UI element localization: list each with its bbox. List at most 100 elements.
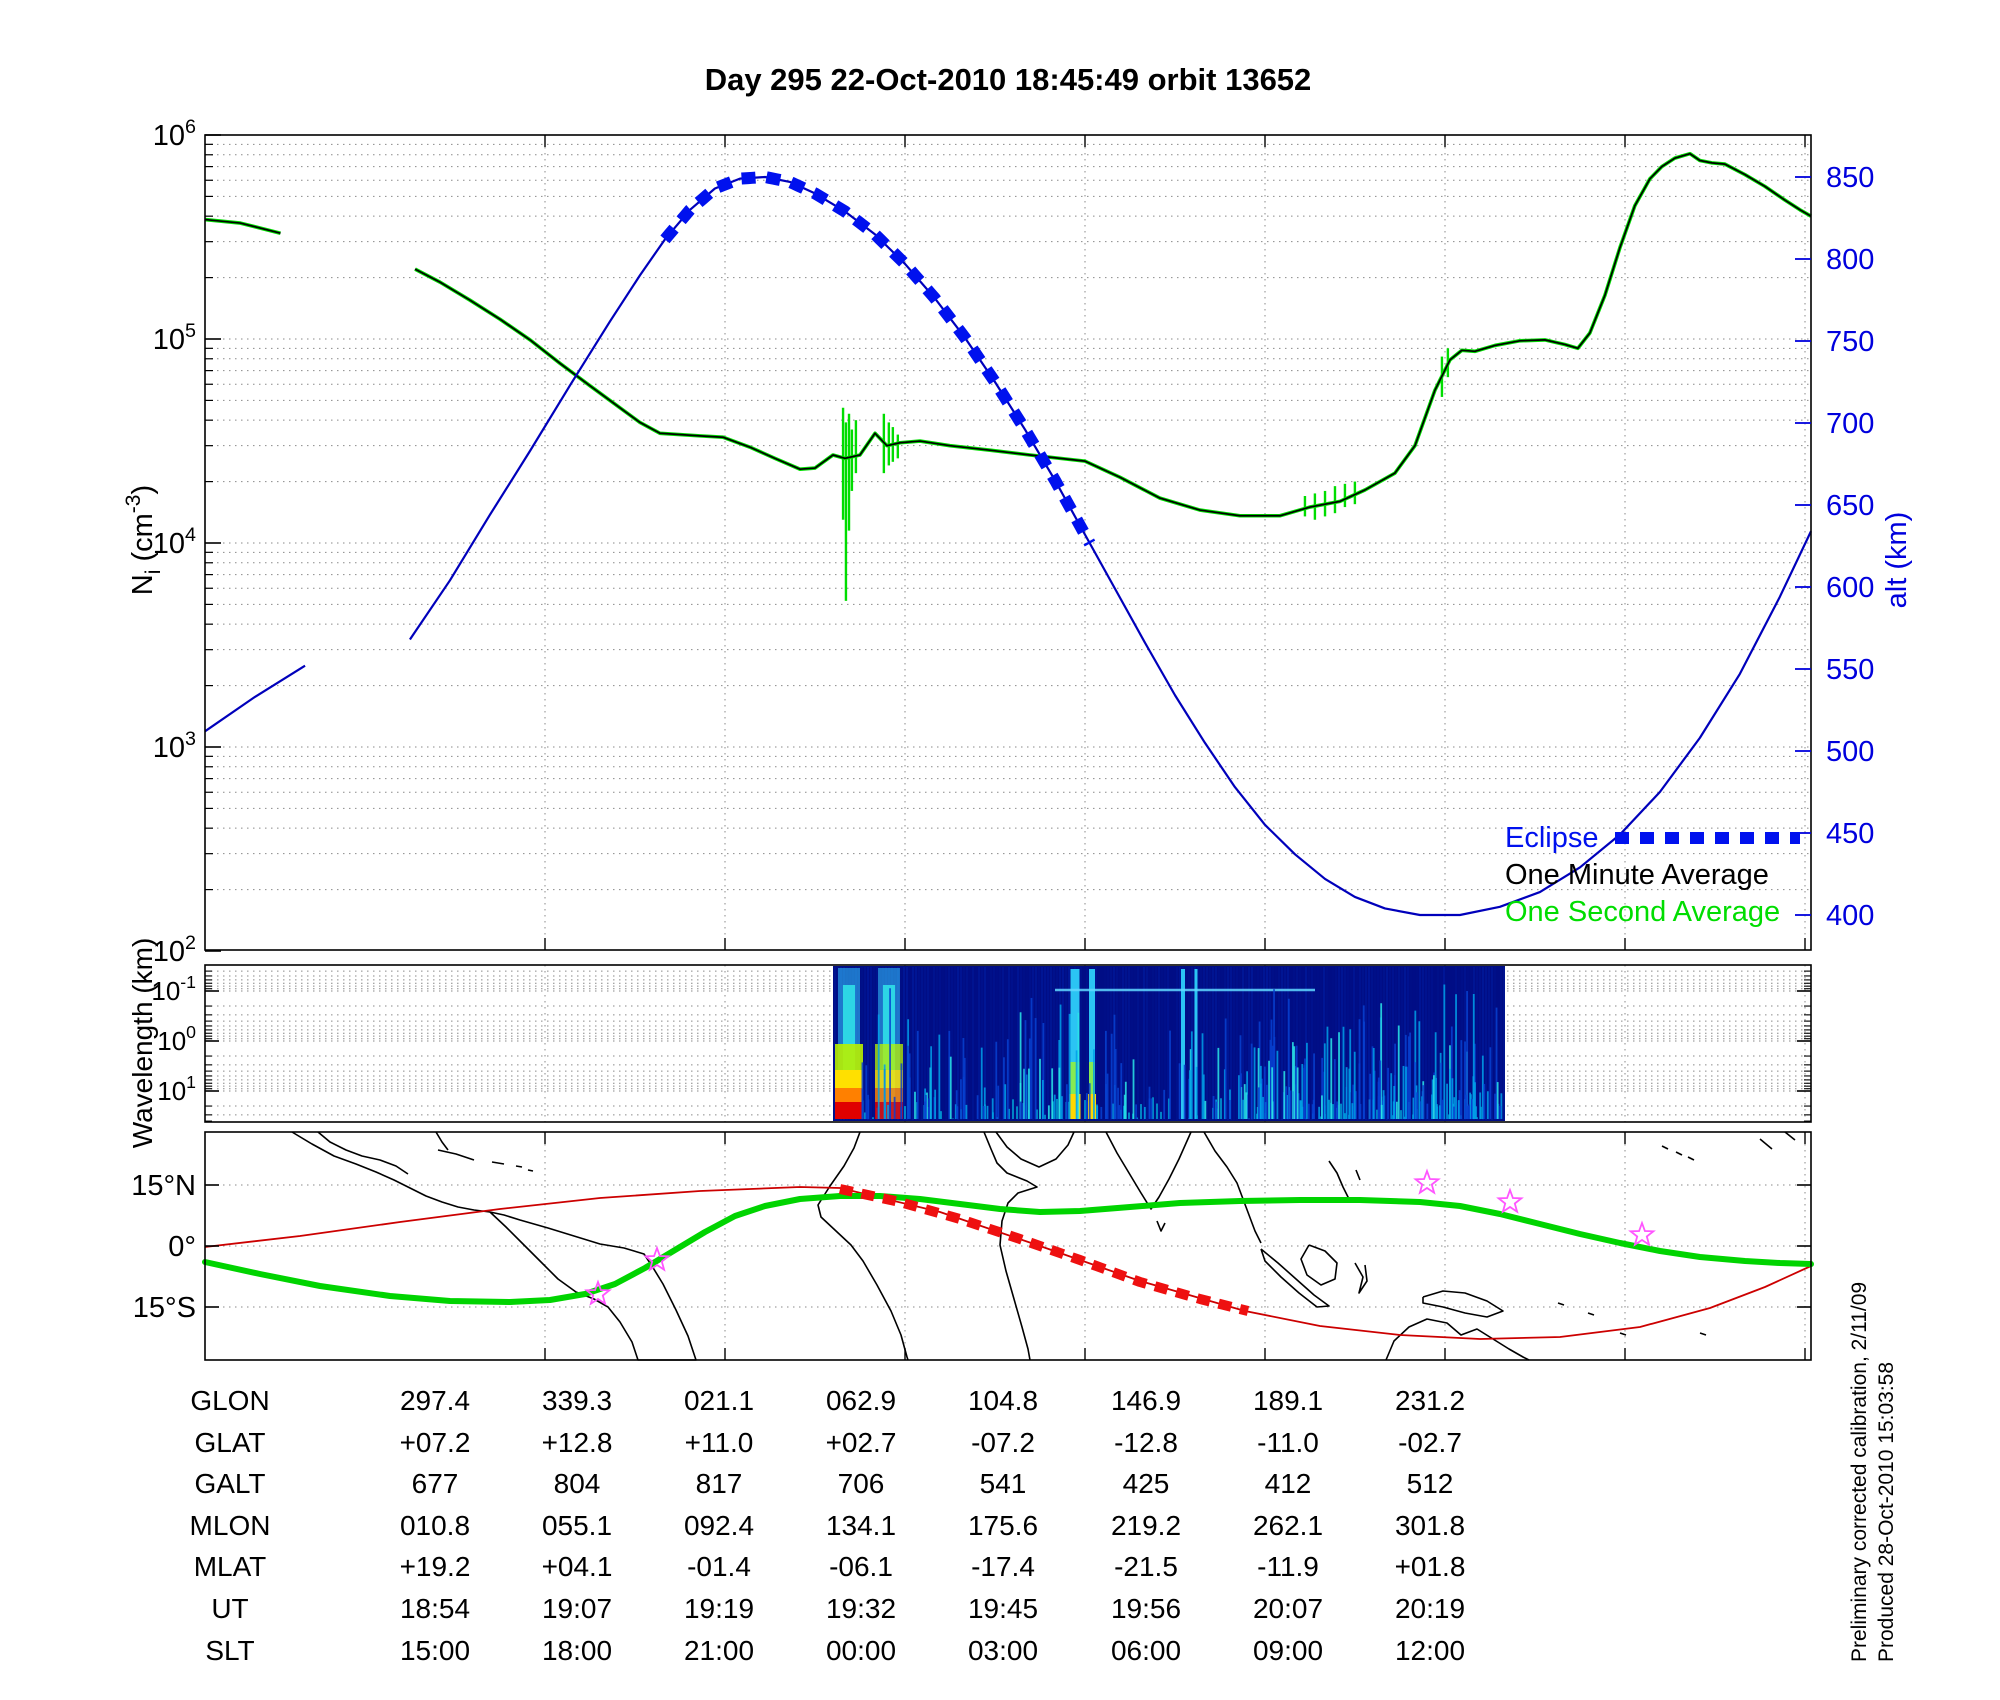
ni-tick-label: 103 [153,728,196,764]
legend: Eclipse One Minute Average One Second Av… [1505,822,1800,928]
table-cell: 19:56 [1111,1593,1181,1624]
table-cell: 339.3 [542,1385,612,1416]
table-cell: 06:00 [1111,1635,1181,1666]
table-cell: 677 [412,1468,459,1499]
one-minute-average-line [414,152,1812,517]
table-cell: -06.1 [829,1551,893,1582]
star-marker [643,1245,671,1272]
spectrogram-axis-ticks [205,970,1811,1122]
table-cell: 19:32 [826,1593,896,1624]
ni-tick-label: 105 [153,320,196,356]
wavelength-tick-label: 100 [157,1022,196,1056]
eclipse-ground-track-dashed [838,1184,1250,1316]
table-row-label: MLAT [194,1551,267,1582]
table-cell: +12.8 [542,1427,613,1458]
table-cell: 20:07 [1253,1593,1323,1624]
table-cell: +19.2 [400,1551,471,1582]
ni-tick-label: 104 [153,524,196,560]
plot-title: Day 295 22-Oct-2010 18:45:49 orbit 13652 [705,62,1312,97]
table-cell: 18:00 [542,1635,612,1666]
alt-tick-label: 500 [1826,736,1874,768]
table-cell: 03:00 [968,1635,1038,1666]
table-cell: -02.7 [1398,1427,1462,1458]
table-row-label: GLON [190,1385,269,1416]
density-gridlines [205,135,1811,950]
table-cell: -01.4 [687,1551,751,1582]
table-cell: 804 [554,1468,601,1499]
table-cell: 301.8 [1395,1510,1465,1541]
eclipse-dashed-arc [660,171,1096,547]
table-cell: 706 [838,1468,885,1499]
table-cell: -11.9 [1257,1551,1319,1582]
table-cell: 21:00 [684,1635,754,1666]
table-cell: +11.0 [685,1427,754,1458]
map-axis-ticks [205,1132,1811,1360]
table-cell: 19:19 [684,1593,754,1624]
density-axis-ticks [205,134,1811,952]
table-cell: 19:45 [968,1593,1038,1624]
wavelength-tick-label: 101 [157,1072,196,1106]
ni-tick-label: 102 [153,932,196,968]
table-row-galt: GALT 677 804 817 706 541 425 412 512 [194,1468,1453,1499]
coastlines [291,1131,1796,1361]
table-row-label: SLT [205,1635,254,1666]
table-cell: 092.4 [684,1510,754,1541]
spectrogram-heatmap [833,966,1505,1121]
table-cell: +02.7 [826,1427,897,1458]
table-cell: 104.8 [968,1385,1038,1416]
table-cell: 19:07 [542,1593,612,1624]
calibration-note: Preliminary corrected calibration, 2/11/… [1848,1282,1871,1662]
table-cell: -17.4 [971,1551,1035,1582]
alt-tick-label: 450 [1826,818,1874,850]
legend-one-second-label: One Second Average [1505,896,1780,928]
map-lat-tick-label: 15°S [133,1292,196,1324]
map-lat-tick-label: 15°N [131,1170,196,1202]
table-cell: -21.5 [1114,1551,1178,1582]
table-cell: 541 [980,1468,1027,1499]
table-cell: 062.9 [826,1385,896,1416]
spectrogram-panel-border [204,964,1812,1123]
red-orbit-track-line [204,1186,1812,1340]
table-cell: 09:00 [1253,1635,1323,1666]
table-cell: 15:00 [400,1635,470,1666]
table-row-glon: GLON 297.4 339.3 021.1 062.9 104.8 146.9 189.1 2… [190,1385,1465,1416]
star-marker [1496,1187,1524,1214]
ion-density-panel: 106 105 104 103 102 850 800 750 700 650 600 550 500 4… [122,116,1913,968]
alt-tick-label: 650 [1826,490,1874,522]
map-lat-tick-label: 0° [168,1231,196,1263]
table-row-label: GLAT [194,1427,265,1458]
table-row-label: MLON [190,1510,271,1541]
table-cell: 189.1 [1253,1385,1323,1416]
produced-note: Produced 28-Oct-2010 15:03:58 [1875,1362,1898,1662]
table-cell: 021.1 [684,1385,754,1416]
table-cell: 134.1 [826,1510,896,1541]
table-cell: 055.1 [542,1510,612,1541]
wavelength-axis-label: Wavelength (km) [127,938,158,1149]
star-markers [584,1168,1656,1306]
one-second-average-series [204,151,1812,601]
legend-eclipse-label: Eclipse [1505,822,1599,854]
table-cell: -11.0 [1257,1427,1319,1458]
table-cell: 219.2 [1111,1510,1181,1541]
table-cell: 425 [1123,1468,1170,1499]
alt-axis-label: alt (km) [1881,512,1913,609]
wavelength-tick-label: 10-1 [151,972,196,1006]
table-row-label: GALT [194,1468,265,1499]
table-cell: 175.6 [968,1510,1038,1541]
table-row-ut: UT 18:54 19:07 19:19 19:32 19:45 19:56 20:07 20:… [211,1593,1465,1624]
star-marker [1413,1168,1441,1195]
table-cell: +01.8 [1395,1551,1466,1582]
alt-tick-label: 850 [1826,162,1874,194]
table-cell: 817 [696,1468,743,1499]
star-marker [1628,1220,1656,1247]
alt-tick-label: 600 [1826,572,1874,604]
table-cell: -12.8 [1114,1427,1178,1458]
green-ground-track [202,1193,1814,1305]
table-cell: +04.1 [542,1551,613,1582]
table-cell: 00:00 [826,1635,896,1666]
alt-tick-label: 800 [1826,244,1874,276]
ni-tick-label: 106 [153,116,196,152]
spectrogram-gridlines [205,965,1811,1122]
one-minute-average-line [204,218,281,235]
